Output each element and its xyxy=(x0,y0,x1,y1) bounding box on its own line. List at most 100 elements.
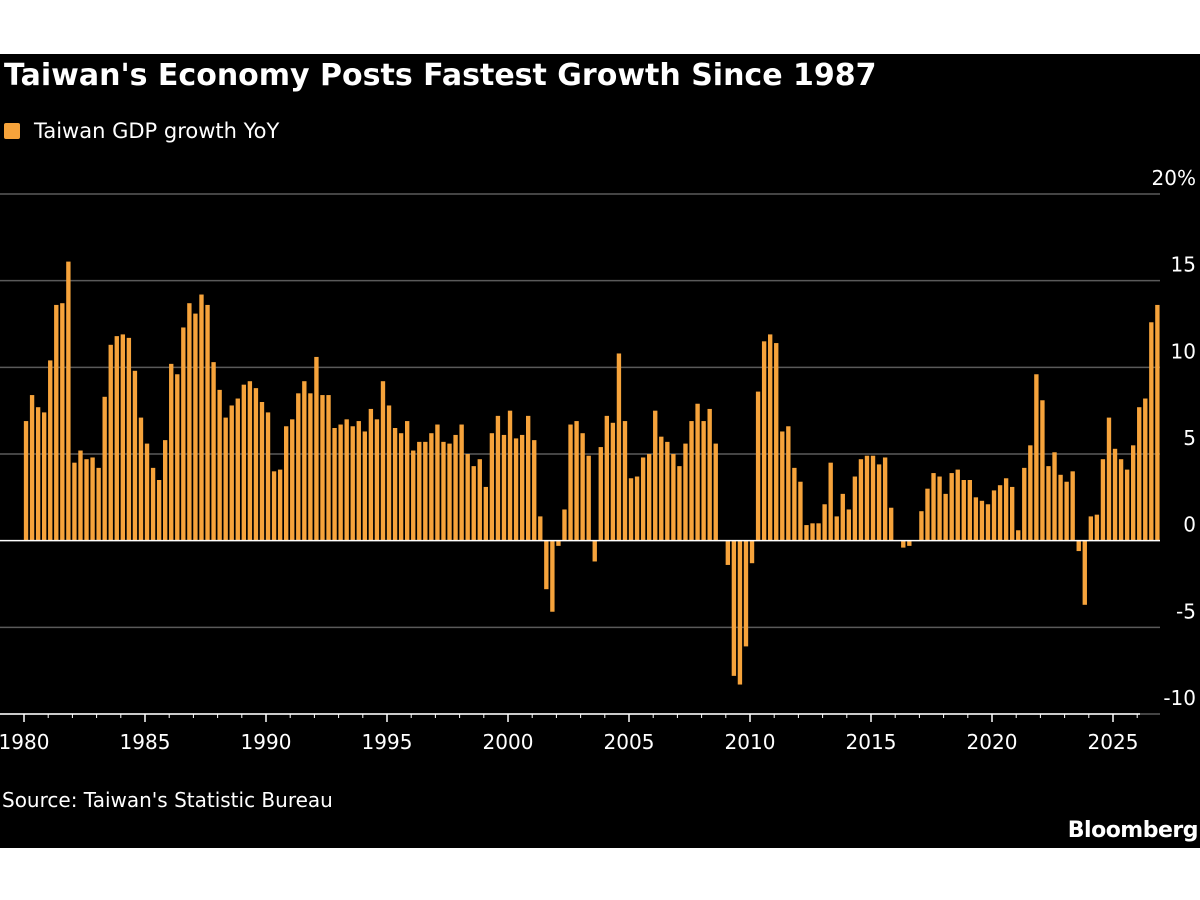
bar xyxy=(1040,400,1045,541)
bloomberg-logo: Bloomberg xyxy=(1067,818,1199,843)
bar xyxy=(320,395,325,541)
bar xyxy=(501,434,507,541)
bar xyxy=(556,540,561,546)
bar xyxy=(671,454,676,541)
x-tick-label: 2025 xyxy=(1088,730,1139,754)
bar-chart: -10 -5 0 5 10 15 20% 1980 1985 1990 1995 2000 2005 20… xyxy=(0,166,1196,754)
bar xyxy=(417,441,422,541)
bar xyxy=(102,396,107,541)
bar xyxy=(169,363,174,541)
bar xyxy=(96,467,101,541)
chart-panel: -10 -5 0 5 10 15 20% 1980 1985 1990 1995 2000 2005 20… xyxy=(0,54,1200,848)
bar xyxy=(241,384,247,541)
chart-title: Taiwan's Economy Posts Fastest Growth Si… xyxy=(4,58,877,93)
bar xyxy=(550,540,555,612)
bar xyxy=(29,395,35,541)
bar xyxy=(889,507,894,541)
bar xyxy=(713,443,718,541)
bar xyxy=(749,540,755,564)
bar xyxy=(23,421,29,541)
bar xyxy=(622,421,628,541)
bar xyxy=(1100,459,1106,541)
bar xyxy=(1082,540,1087,605)
bar xyxy=(42,412,47,541)
bar xyxy=(1064,481,1069,541)
bar xyxy=(1058,474,1063,541)
bar xyxy=(175,374,180,541)
bar xyxy=(737,540,743,685)
bar xyxy=(526,415,531,541)
bar xyxy=(725,540,731,565)
bar xyxy=(447,443,452,541)
bar xyxy=(1028,445,1033,541)
bar xyxy=(308,393,313,541)
bar xyxy=(768,334,773,541)
bar xyxy=(429,433,434,541)
bar xyxy=(580,433,585,541)
bar xyxy=(1088,516,1094,541)
bar xyxy=(919,511,924,541)
bar xyxy=(423,441,428,541)
bar xyxy=(852,476,858,541)
bar xyxy=(840,493,845,541)
bar xyxy=(628,478,634,541)
bar xyxy=(1137,407,1142,541)
bar xyxy=(798,481,803,541)
bar xyxy=(846,509,852,541)
bar xyxy=(314,356,319,541)
bar xyxy=(647,454,652,541)
bar xyxy=(477,459,482,541)
bar xyxy=(755,391,761,541)
bar xyxy=(205,304,210,541)
bar xyxy=(338,424,343,541)
bar xyxy=(265,412,271,541)
bar xyxy=(864,455,870,541)
bar xyxy=(901,540,906,548)
x-tick-label: 2010 xyxy=(725,730,776,754)
bar xyxy=(259,402,265,541)
bar xyxy=(1094,514,1100,541)
y-tick-label: 20% xyxy=(1152,166,1196,190)
axis-layer: -10 -5 0 5 10 15 20% 1980 1985 1990 1995 2000 2005 20… xyxy=(0,166,1196,754)
bar xyxy=(1003,478,1009,541)
bar xyxy=(592,540,597,562)
bar xyxy=(1106,417,1112,541)
bar xyxy=(507,410,513,541)
bar xyxy=(126,337,132,541)
bar xyxy=(163,440,168,541)
bars-layer xyxy=(23,261,1160,685)
bar xyxy=(483,486,489,541)
legend: Taiwan GDP growth YoY xyxy=(4,118,279,144)
bar xyxy=(1016,530,1021,541)
bar xyxy=(465,454,470,541)
bar xyxy=(568,424,573,541)
grid-layer xyxy=(0,193,1160,715)
x-tick-label: 2020 xyxy=(967,730,1018,754)
legend-swatch xyxy=(4,123,20,139)
y-tick-label: -10 xyxy=(1163,686,1196,710)
bar xyxy=(193,313,198,541)
bar xyxy=(405,421,410,541)
bar xyxy=(907,540,912,546)
bar xyxy=(48,360,53,541)
bar xyxy=(780,431,785,541)
bar xyxy=(774,343,779,541)
bar xyxy=(290,419,295,541)
bar xyxy=(72,462,77,541)
bar xyxy=(1143,398,1148,541)
x-tick-label: 1980 xyxy=(0,730,49,754)
bar xyxy=(1076,540,1081,552)
bar xyxy=(925,488,930,541)
bar xyxy=(326,395,331,541)
bar xyxy=(392,428,398,541)
bar xyxy=(598,447,603,541)
bar xyxy=(302,381,307,541)
bar xyxy=(967,480,973,541)
bar xyxy=(1034,374,1039,541)
bar xyxy=(1010,486,1015,541)
bar xyxy=(138,417,144,541)
bar xyxy=(1112,448,1118,541)
bar xyxy=(683,443,688,541)
bar xyxy=(943,493,948,541)
bar xyxy=(374,419,380,541)
